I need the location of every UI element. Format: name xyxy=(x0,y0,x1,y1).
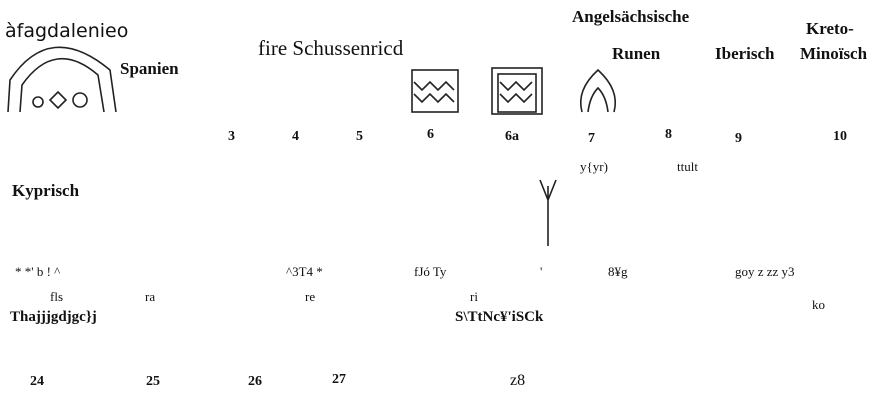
column-number: 6a xyxy=(505,129,519,144)
script-name: Runen xyxy=(612,44,661,63)
section-heading: Kyprisch xyxy=(12,181,80,200)
column-number: 3 xyxy=(228,129,235,144)
glyph-diamond xyxy=(48,90,68,110)
script-name: Minoïsch xyxy=(800,44,868,63)
sign-text: ' xyxy=(540,264,543,279)
script-name: Angelsächsische xyxy=(572,7,690,26)
syllable: ri xyxy=(470,289,478,304)
zigzag-box-inner xyxy=(497,73,537,113)
glyph-ring xyxy=(72,92,88,108)
sign-text: ^3T4 * xyxy=(286,264,323,279)
column-number: 6 xyxy=(427,127,434,142)
bottom-number: 26 xyxy=(248,374,262,389)
bottom-number: 27 xyxy=(332,372,346,387)
script-name: Kreto- xyxy=(806,19,854,38)
script-name: Iberisch xyxy=(715,44,775,63)
syllable: fls xyxy=(50,289,63,304)
column-number: 10 xyxy=(833,129,847,144)
note: ttult xyxy=(677,159,698,174)
glyph-circle xyxy=(32,96,44,108)
syllable: ko xyxy=(812,297,825,312)
section-line: Thajjjgdjgc}j xyxy=(10,309,97,325)
sign-text: goy z zz y3 xyxy=(735,264,795,279)
rune-glyph xyxy=(539,179,557,246)
note: y{yr) xyxy=(580,159,608,174)
syllable: re xyxy=(305,289,316,304)
heading: fire Schussenricd xyxy=(258,36,404,60)
sign-text: 8¥g xyxy=(608,264,628,279)
zigzag-box xyxy=(491,67,543,115)
zigzag xyxy=(499,80,533,104)
label: Spanien xyxy=(120,59,179,78)
leaf-glyph xyxy=(579,68,617,113)
sign-text: * *' b ! ^ xyxy=(15,264,61,279)
syllable: ra xyxy=(145,289,156,304)
section-line: S\TtNc¥'iSCk xyxy=(455,309,544,325)
column-number: 8 xyxy=(665,127,672,142)
column-number: 9 xyxy=(735,131,742,146)
bottom-number: 24 xyxy=(30,374,44,389)
column-number: 7 xyxy=(588,131,595,146)
bottom-number: z8 xyxy=(510,372,526,389)
zigzag-box xyxy=(411,69,459,113)
column-number: 5 xyxy=(356,129,363,144)
zigzag xyxy=(413,80,455,104)
bottom-number: 25 xyxy=(146,374,160,389)
column-number: 4 xyxy=(292,129,299,144)
sign-text: fJó Ty xyxy=(414,264,447,279)
heading: àfagdalenieo xyxy=(5,20,129,42)
arch-outer xyxy=(7,46,117,113)
arch-inner xyxy=(19,57,105,113)
